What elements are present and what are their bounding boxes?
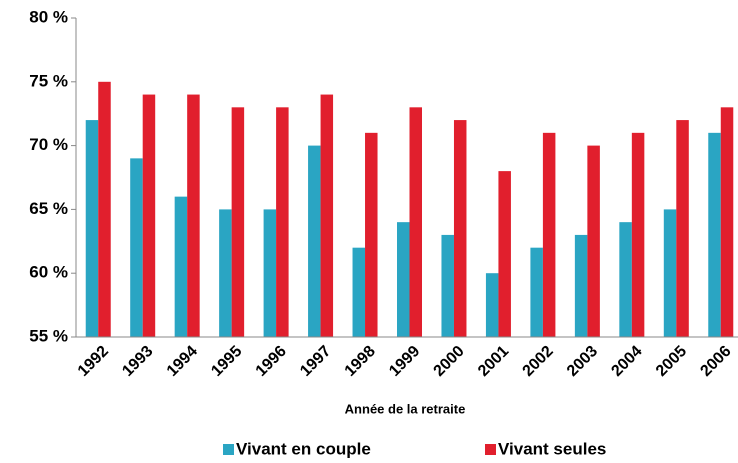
x-tick-label: 1993 [119, 343, 156, 380]
bar [397, 222, 410, 337]
bar [142, 94, 156, 337]
bar [219, 209, 232, 337]
x-tick-label: 2006 [697, 343, 734, 380]
y-tick-label: 80 % [29, 7, 68, 26]
bar [619, 222, 632, 337]
bar [631, 132, 645, 337]
bar [708, 132, 721, 337]
y-tick-label: 60 % [29, 263, 68, 282]
bar [187, 94, 200, 337]
bar [174, 196, 188, 337]
bar [574, 234, 588, 337]
x-tick-label: 1999 [386, 343, 423, 380]
bar [542, 132, 556, 337]
x-tick-label: 1994 [164, 343, 201, 380]
y-tick-label: 65 % [29, 199, 68, 218]
bar [663, 209, 677, 337]
bar [231, 107, 245, 337]
bar [530, 247, 543, 337]
x-tick-label: 2005 [653, 343, 690, 380]
y-tick-label: 75 % [29, 71, 68, 90]
x-axis-title: Année de la retraite [345, 401, 466, 416]
y-tick-label: 70 % [29, 135, 68, 154]
bar [365, 132, 378, 337]
bar [453, 120, 467, 337]
x-tick-label: 2000 [431, 343, 468, 380]
bar [409, 107, 422, 337]
x-tick-label: 1997 [297, 343, 334, 380]
bar [85, 120, 99, 337]
x-tick-label: 1998 [342, 343, 379, 380]
x-tick-label: 1992 [75, 343, 112, 380]
bar [676, 120, 689, 337]
y-tick-label: 55 % [29, 326, 68, 345]
x-tick-label: 2003 [564, 343, 601, 380]
bar [263, 209, 277, 337]
bar [130, 158, 143, 337]
bar [498, 171, 511, 337]
x-tick-label: 2004 [608, 343, 645, 380]
bar [485, 273, 499, 337]
x-tick-label: 2001 [475, 343, 512, 380]
bar [352, 247, 366, 337]
bar [276, 107, 289, 337]
x-tick-label: 1995 [208, 343, 245, 380]
bar [320, 94, 334, 337]
legend-label: Vivant seules [498, 439, 606, 458]
legend-label: Vivant en couple [236, 439, 371, 458]
x-tick-label: 1996 [253, 343, 290, 380]
legend-swatch [223, 444, 234, 455]
x-tick-label: 2002 [520, 343, 557, 380]
legend-swatch [485, 444, 496, 455]
bar [441, 234, 454, 337]
bar [720, 107, 734, 337]
bar [587, 145, 600, 337]
bar [308, 145, 321, 337]
bar [98, 81, 111, 337]
